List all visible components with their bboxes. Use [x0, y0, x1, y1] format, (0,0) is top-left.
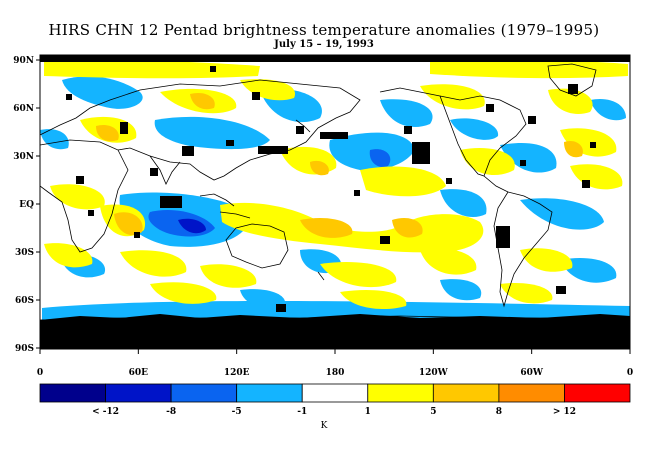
chart-subtitle: July 15 – 19, 1993: [274, 39, 374, 50]
map-plot-area: [40, 55, 630, 349]
legend-unit: K: [320, 421, 328, 431]
legend-label: -1: [297, 407, 307, 417]
latitude-axis: 90N 60N 30N EQ 30S 60S 90S: [13, 56, 40, 354]
missing-data-regions: [40, 55, 630, 349]
legend-swatch: [432, 383, 500, 403]
lat-label: 60N: [13, 104, 34, 114]
legend-swatch: [301, 383, 369, 403]
lat-label: 90S: [15, 344, 34, 354]
legend-label: > 12: [553, 407, 576, 417]
negative-anomaly-regions: [40, 76, 630, 322]
legend-swatch: [367, 383, 434, 403]
legend-swatch: [105, 383, 172, 403]
lon-label: 0: [627, 368, 633, 378]
legend-label: 1: [365, 407, 371, 417]
lon-label: 120W: [419, 368, 449, 378]
lon-label: 120E: [224, 368, 250, 378]
lat-label: EQ: [19, 200, 34, 210]
coastlines: [40, 63, 630, 321]
legend-label: -5: [232, 407, 242, 417]
legend-label: 5: [430, 407, 436, 417]
lon-label: 0: [37, 368, 43, 378]
very-strong-negative-regions: [178, 218, 206, 234]
color-legend: < -12 -8 -5 -1 1 5 8 > 12: [39, 383, 631, 417]
legend-label: -8: [166, 407, 176, 417]
lat-label: 30N: [13, 152, 34, 162]
lat-label: 30S: [15, 248, 34, 258]
legend-swatch: [170, 383, 238, 403]
lat-label: 60S: [15, 296, 34, 306]
lon-label: 60W: [520, 368, 544, 378]
lat-label: 90N: [13, 56, 34, 66]
legend-swatch: [498, 383, 565, 403]
legend-swatch: [236, 383, 303, 403]
legend-label: < -12: [92, 407, 119, 417]
lon-label: 180: [326, 368, 345, 378]
longitude-axis: 0 60E 120E 180 120W 60W 0: [37, 349, 633, 378]
legend-swatch: [564, 383, 631, 403]
strong-positive-regions: [96, 92, 583, 238]
legend-label: 8: [496, 407, 502, 417]
lon-label: 60E: [129, 368, 149, 378]
positive-anomaly-regions: [44, 59, 628, 310]
legend-swatch: [39, 383, 106, 403]
chart-title: HIRS CHN 12 Pentad brightness temperatur…: [48, 21, 600, 39]
